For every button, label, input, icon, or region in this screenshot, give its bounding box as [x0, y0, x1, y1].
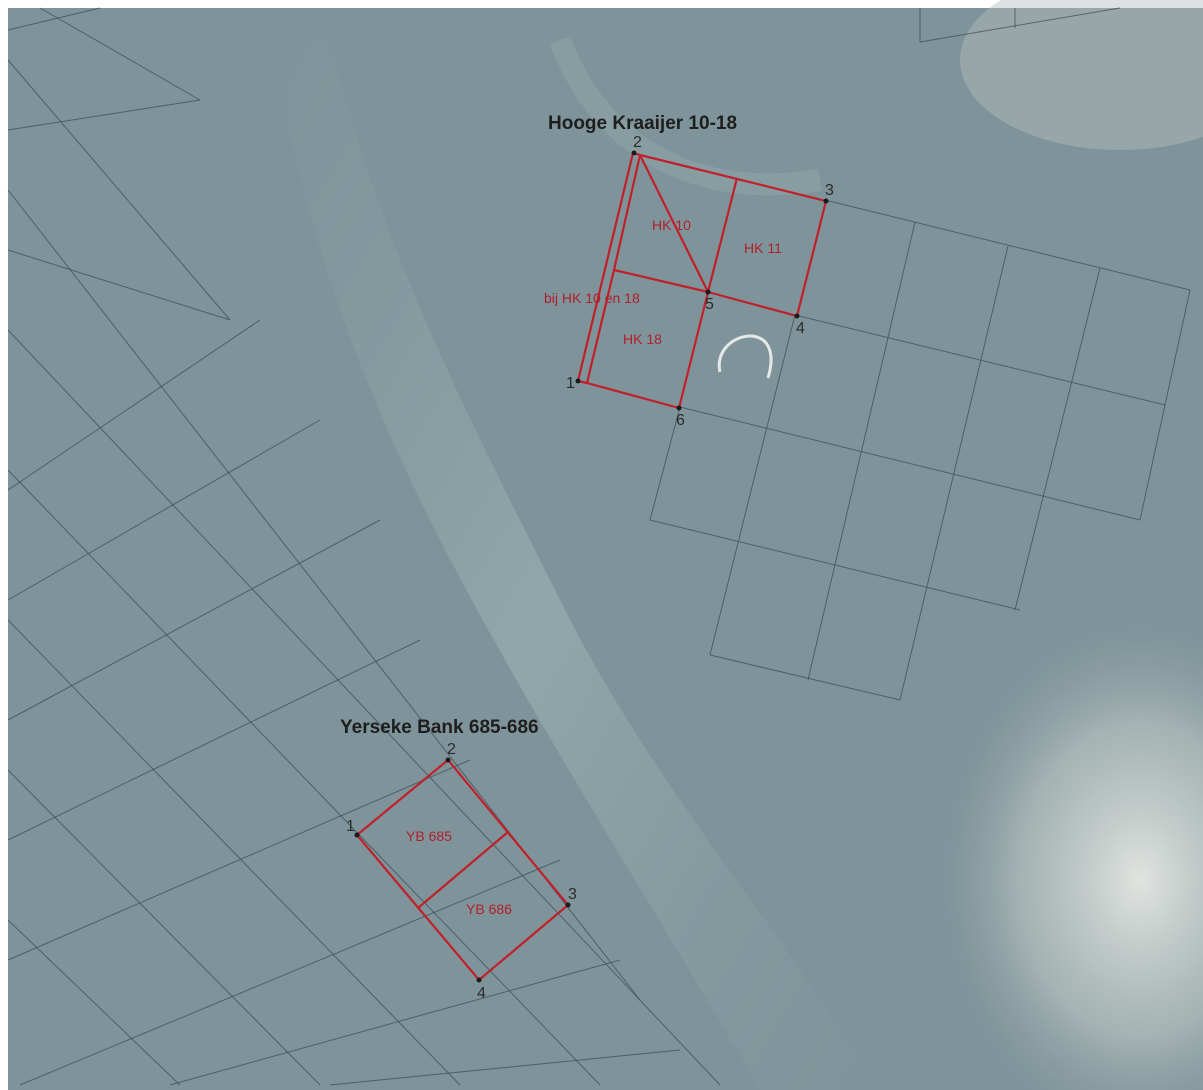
plot-label-yb-686[interactable]: YB 686: [466, 901, 512, 917]
vertex-hk-5: [705, 289, 711, 295]
vertex-hk-6: [676, 405, 682, 411]
plot-grid-right: [649, 7, 1191, 701]
point-label-hk-1: 1: [566, 375, 575, 392]
vertex-yb-2: [445, 757, 451, 763]
point-label-yb-4: 4: [477, 985, 486, 1002]
point-label-hk-4: 4: [796, 320, 805, 337]
vertex-hk-4: [794, 313, 800, 319]
current-streak: [549, 36, 822, 196]
bright-shallow: [960, 0, 1203, 150]
vertex-hk-2: [631, 150, 637, 156]
point-label-yb-2: 2: [447, 741, 456, 758]
plot-label-hk-18[interactable]: HK 18: [623, 331, 662, 347]
point-label-yb-3: 3: [568, 886, 577, 903]
plot-label-hk-11[interactable]: HK 11: [744, 240, 782, 256]
point-label-hk-6: 6: [676, 412, 685, 429]
vertex-hk-3: [823, 198, 829, 204]
strip-label[interactable]: bij HK 10 en 18: [544, 290, 640, 306]
point-label-hk-3: 3: [825, 182, 834, 199]
point-label-hk-5: 5: [705, 296, 714, 313]
vertex-hk-1: [575, 378, 581, 384]
area-title-yerseke-bank: Yerseke Bank 685-686: [340, 717, 539, 738]
hooge-kraaijer-plots: [575, 150, 829, 411]
plot-label-hk-10[interactable]: HK 10: [652, 217, 691, 233]
bright-sandbank: [940, 620, 1203, 1090]
vertex-yb-3: [565, 902, 571, 908]
yerseke-bank-plots: [354, 757, 571, 983]
tidal-channel: [270, 40, 880, 1090]
point-label-yb-1: 1: [346, 818, 355, 835]
plot-label-yb-685[interactable]: YB 685: [406, 828, 452, 844]
area-title-hooge-kraaijer: Hooge Kraaijer 10-18: [548, 113, 737, 134]
vertex-yb-1: [354, 832, 360, 838]
point-label-hk-2: 2: [633, 134, 642, 151]
white-spit: [717, 334, 773, 379]
vertex-yb-4: [476, 977, 482, 983]
